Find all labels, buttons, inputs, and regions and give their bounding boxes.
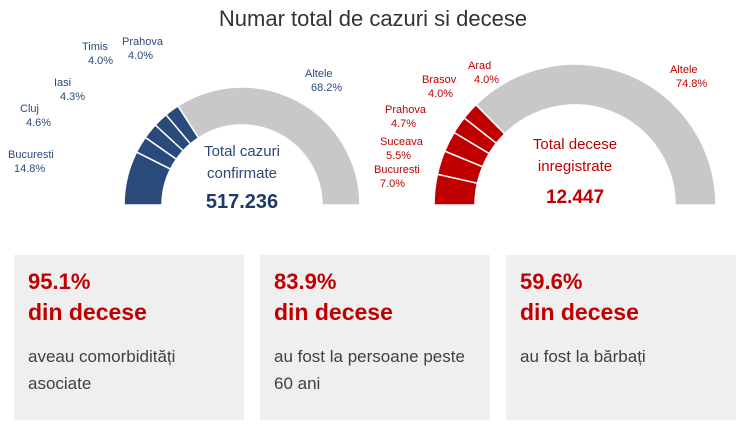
- slice-value: 4.3%: [60, 91, 85, 103]
- stat-card-over-60: 83.9% din decese au fost la persoane pes…: [260, 255, 490, 420]
- slice-value: 5.5%: [386, 150, 411, 162]
- slice-label: Brasov: [422, 74, 457, 86]
- slice-value: 14.8%: [14, 163, 45, 175]
- slice-altele: [474, 63, 717, 206]
- slice-value: 7.0%: [380, 178, 405, 190]
- center-label-line2: confirmate: [207, 165, 277, 182]
- slice-value: 4.0%: [428, 88, 453, 100]
- slice-value: 74.8%: [676, 78, 707, 90]
- slice-label: Bucuresti: [8, 149, 54, 161]
- slice-label: Cluj: [20, 103, 39, 115]
- cases-half-donut: Bucuresti 14.8% Cluj 4.6% Iasi 4.3% Timis 4.0% P…: [8, 36, 361, 213]
- slice-label: Arad: [468, 60, 491, 72]
- slice-value: 4.7%: [391, 118, 416, 130]
- slice-label: Suceava: [380, 136, 424, 148]
- slice-value: 4.0%: [474, 74, 499, 86]
- slice-label: Altele: [670, 64, 698, 76]
- slice-value: 4.0%: [128, 50, 153, 62]
- slice-label: Prahova: [385, 104, 427, 116]
- slice-value: 4.6%: [26, 117, 51, 129]
- stat-description: au fost la persoane peste 60 ani: [274, 347, 465, 393]
- slice-label: Iasi: [54, 77, 71, 89]
- slice-label: Timis: [82, 41, 108, 53]
- slice-label: Bucuresti: [374, 164, 420, 176]
- deaths-half-donut: Bucuresti 7.0% Suceava 5.5% Prahova 4.7% Braso…: [374, 60, 717, 208]
- slice-label: Altele: [305, 68, 333, 80]
- slice-value: 4.0%: [88, 55, 113, 67]
- center-total: 517.236: [206, 191, 278, 213]
- stat-heading: din decese: [274, 299, 393, 325]
- center-label-line1: Total decese: [533, 136, 617, 153]
- stat-description: aveau comorbidități asociate: [28, 347, 176, 393]
- slice-value: 68.2%: [311, 82, 342, 94]
- slice-label: Prahova: [122, 36, 164, 48]
- stat-heading: din decese: [28, 299, 147, 325]
- stat-percent: 83.9%: [274, 269, 337, 294]
- stat-heading: din decese: [520, 299, 639, 325]
- center-label-line1: Total cazuri: [204, 143, 280, 160]
- charts-svg: Bucuresti14.8%Cluj4.6%Iasi4.3%Timis4.0%P…: [8, 36, 717, 213]
- center-total: 12.447: [546, 187, 604, 208]
- stat-card-men: 59.6% din decese au fost la bărbați: [506, 255, 736, 420]
- slice-altele: [176, 86, 361, 206]
- center-label-line2: inregistrate: [538, 158, 612, 175]
- stat-percent: 59.6%: [520, 269, 583, 294]
- stat-description: au fost la bărbați: [520, 347, 646, 366]
- stat-card-comorbidities: 95.1% din decese aveau comorbidități aso…: [14, 255, 244, 420]
- chart-title: Numar total de cazuri si decese: [218, 6, 528, 31]
- stat-percent: 95.1%: [28, 269, 91, 294]
